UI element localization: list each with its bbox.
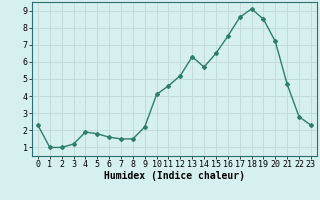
X-axis label: Humidex (Indice chaleur): Humidex (Indice chaleur) (104, 171, 245, 181)
